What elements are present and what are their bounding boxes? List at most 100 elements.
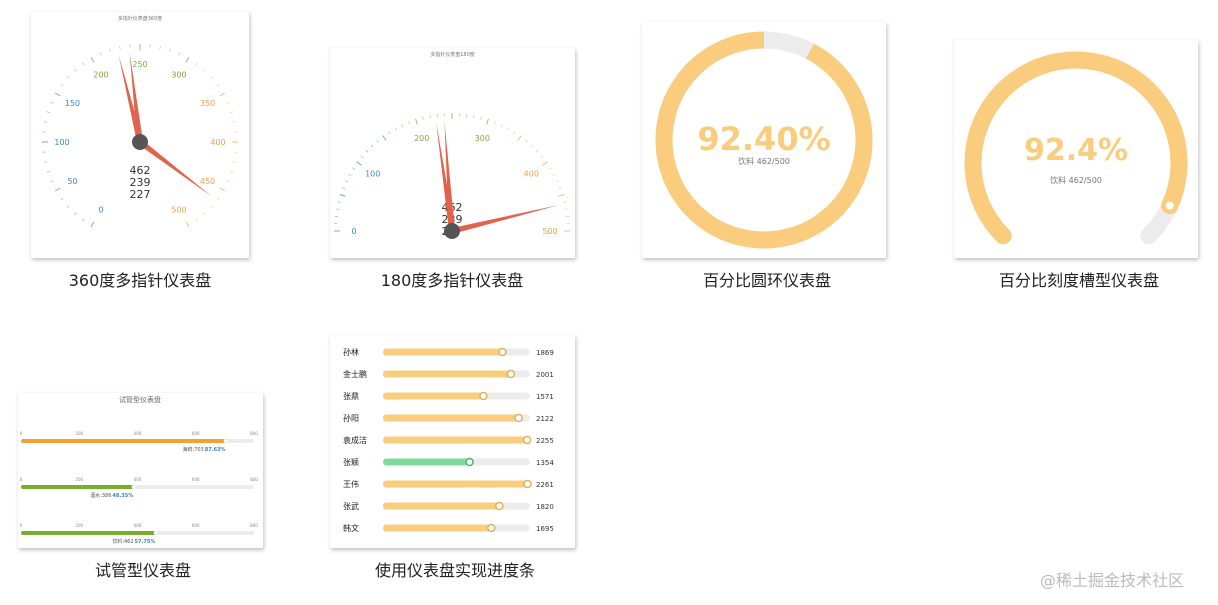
gauge-360-card[interactable]: 多指针仪表盘360度 0 50 100 150 200 250 300 350 400 450 500… <box>31 12 249 258</box>
progress-bar <box>383 370 511 378</box>
gauge-tick <box>429 115 431 119</box>
progress-bar <box>383 502 500 510</box>
gauge-tick <box>46 111 50 113</box>
arc-gauge-chart: 92.4% 饮料 462/500 <box>964 51 1188 245</box>
progress-value: 1571 <box>536 393 554 401</box>
ring-value-arc <box>655 31 873 249</box>
progress-marker <box>522 435 532 445</box>
ring-percent: 92.40% <box>697 120 830 158</box>
gauge-title: 多指针仪表盘360度 <box>118 15 163 22</box>
gauge-needle <box>451 204 559 234</box>
gauge-tick <box>339 194 346 197</box>
gauge-tick <box>336 208 340 210</box>
progress-name: 张武 <box>343 501 359 511</box>
caption-tube[interactable]: 试管型仪表盘 <box>94 561 191 580</box>
gauge-tick <box>401 124 404 128</box>
gauge-tick <box>44 161 48 163</box>
progress-card[interactable]: 孙林 1869 金士鹏 2001 张鼎 1571 孙阳 2122 袁成洁 2255 张颖 1354 王伟… <box>330 335 575 548</box>
arc-value <box>964 51 1188 245</box>
gauge-tick <box>525 139 528 143</box>
gauge-tick <box>337 201 341 203</box>
gauge-tick <box>210 205 214 208</box>
gauge-tick <box>74 68 77 72</box>
gauge-tick <box>169 48 171 52</box>
gauge-tick <box>394 127 397 131</box>
progress-name: 孙阳 <box>343 413 359 423</box>
gauge-tick <box>66 205 70 208</box>
gauge-tick <box>230 171 234 173</box>
gauge-180-card[interactable]: 多指针仪表盘180度0100200300400500462239227 <box>330 48 575 258</box>
gauge-tick <box>210 76 214 79</box>
gauge-readout: 227 <box>130 188 151 201</box>
gauge-tick-label: 450 <box>200 177 215 186</box>
tube-tick-label: 200 <box>75 523 83 528</box>
progress-marker <box>487 523 496 533</box>
gauge-tick <box>415 118 418 125</box>
gauge-tick <box>119 46 121 50</box>
gauge-tick <box>109 48 111 52</box>
progress-marker <box>479 391 488 401</box>
gauge-tick <box>348 173 352 176</box>
gauge-tick <box>226 180 230 183</box>
gauge-tick-label: 150 <box>65 99 80 108</box>
tube-percent: 57.75% <box>135 539 156 545</box>
caption-180[interactable]: 180度多指针仪表盘 <box>380 271 524 290</box>
progress-name: 韩文 <box>343 523 359 533</box>
gauge-tick <box>558 187 562 189</box>
ring-gauge-card[interactable]: 92.40% 饮料 462/500 <box>642 22 886 258</box>
gauge-readout: 239 <box>130 176 151 189</box>
progress-bar <box>383 524 492 532</box>
gauge-tick-label: 500 <box>542 227 557 236</box>
tube-gauge-card[interactable]: 试管型仪表盘 0 200 400 600 800 海鲜:703 87.63% 0 200 400 60… <box>18 393 263 548</box>
gauge-tick-label: 0 <box>98 206 103 215</box>
ring-sub-label: 饮料 462/500 <box>738 156 790 166</box>
progress-value: 2261 <box>536 481 554 489</box>
gauge-tick <box>530 144 533 148</box>
gauge-tick <box>535 150 539 153</box>
gauge-tick <box>345 180 349 183</box>
caption-360[interactable]: 360度多指针仪表盘 <box>68 271 212 290</box>
gauge-tick <box>185 56 190 63</box>
gauge-tick <box>552 173 556 176</box>
gauge-tick <box>90 56 95 63</box>
tube-tick-label: 600 <box>192 477 200 482</box>
gauge-tick-label: 400 <box>210 138 225 147</box>
gauge-tick <box>542 161 548 166</box>
gauge-tick <box>54 187 61 192</box>
gauge-tick <box>99 52 102 56</box>
gauge-tick-label: 50 <box>67 177 77 186</box>
tube-marker <box>223 439 228 443</box>
gauge-tick <box>219 187 226 192</box>
tube-tick-label: 400 <box>134 477 142 482</box>
gauge-tick <box>60 84 64 87</box>
gauge-needle <box>118 54 143 143</box>
gauge-tick <box>360 155 364 158</box>
progress-marker <box>506 369 516 379</box>
gauge-tick <box>352 167 356 170</box>
tube-title: 试管型仪表盘 <box>119 395 161 404</box>
watermark: @稀土掘金技术社区 <box>1040 571 1185 590</box>
gauge-tick <box>219 92 226 97</box>
tube-tick-label: 800 <box>250 523 258 528</box>
gauge-tick <box>356 161 362 166</box>
tube-percent: 87.63% <box>205 447 226 453</box>
gauge-tick <box>507 127 510 131</box>
tube-tick-label: 0 <box>20 523 23 528</box>
caption-arc[interactable]: 百分比刻度槽型仪表盘 <box>998 271 1159 290</box>
progress-name: 袁成洁 <box>343 435 367 445</box>
gauge-tick <box>195 218 198 222</box>
arc-sub-label: 饮料 462/500 <box>1050 175 1102 185</box>
caption-progress[interactable]: 使用仪表盘实现进度条 <box>374 561 535 580</box>
gauge-tick <box>371 144 374 148</box>
progress-marker <box>465 457 474 467</box>
gauge-tick <box>382 135 387 141</box>
gauge-tick <box>342 187 346 189</box>
gauge-tick <box>185 221 190 228</box>
progress-bar <box>383 480 528 488</box>
arc-gauge-card[interactable]: 92.4% 饮料 462/500 <box>954 40 1198 258</box>
gauge-tick-label: 350 <box>200 99 215 108</box>
caption-ring[interactable]: 百分比圆环仪表盘 <box>702 271 831 290</box>
gauge-tick <box>513 131 516 135</box>
gauge-tick <box>60 197 64 200</box>
gauge-tick <box>44 121 48 123</box>
